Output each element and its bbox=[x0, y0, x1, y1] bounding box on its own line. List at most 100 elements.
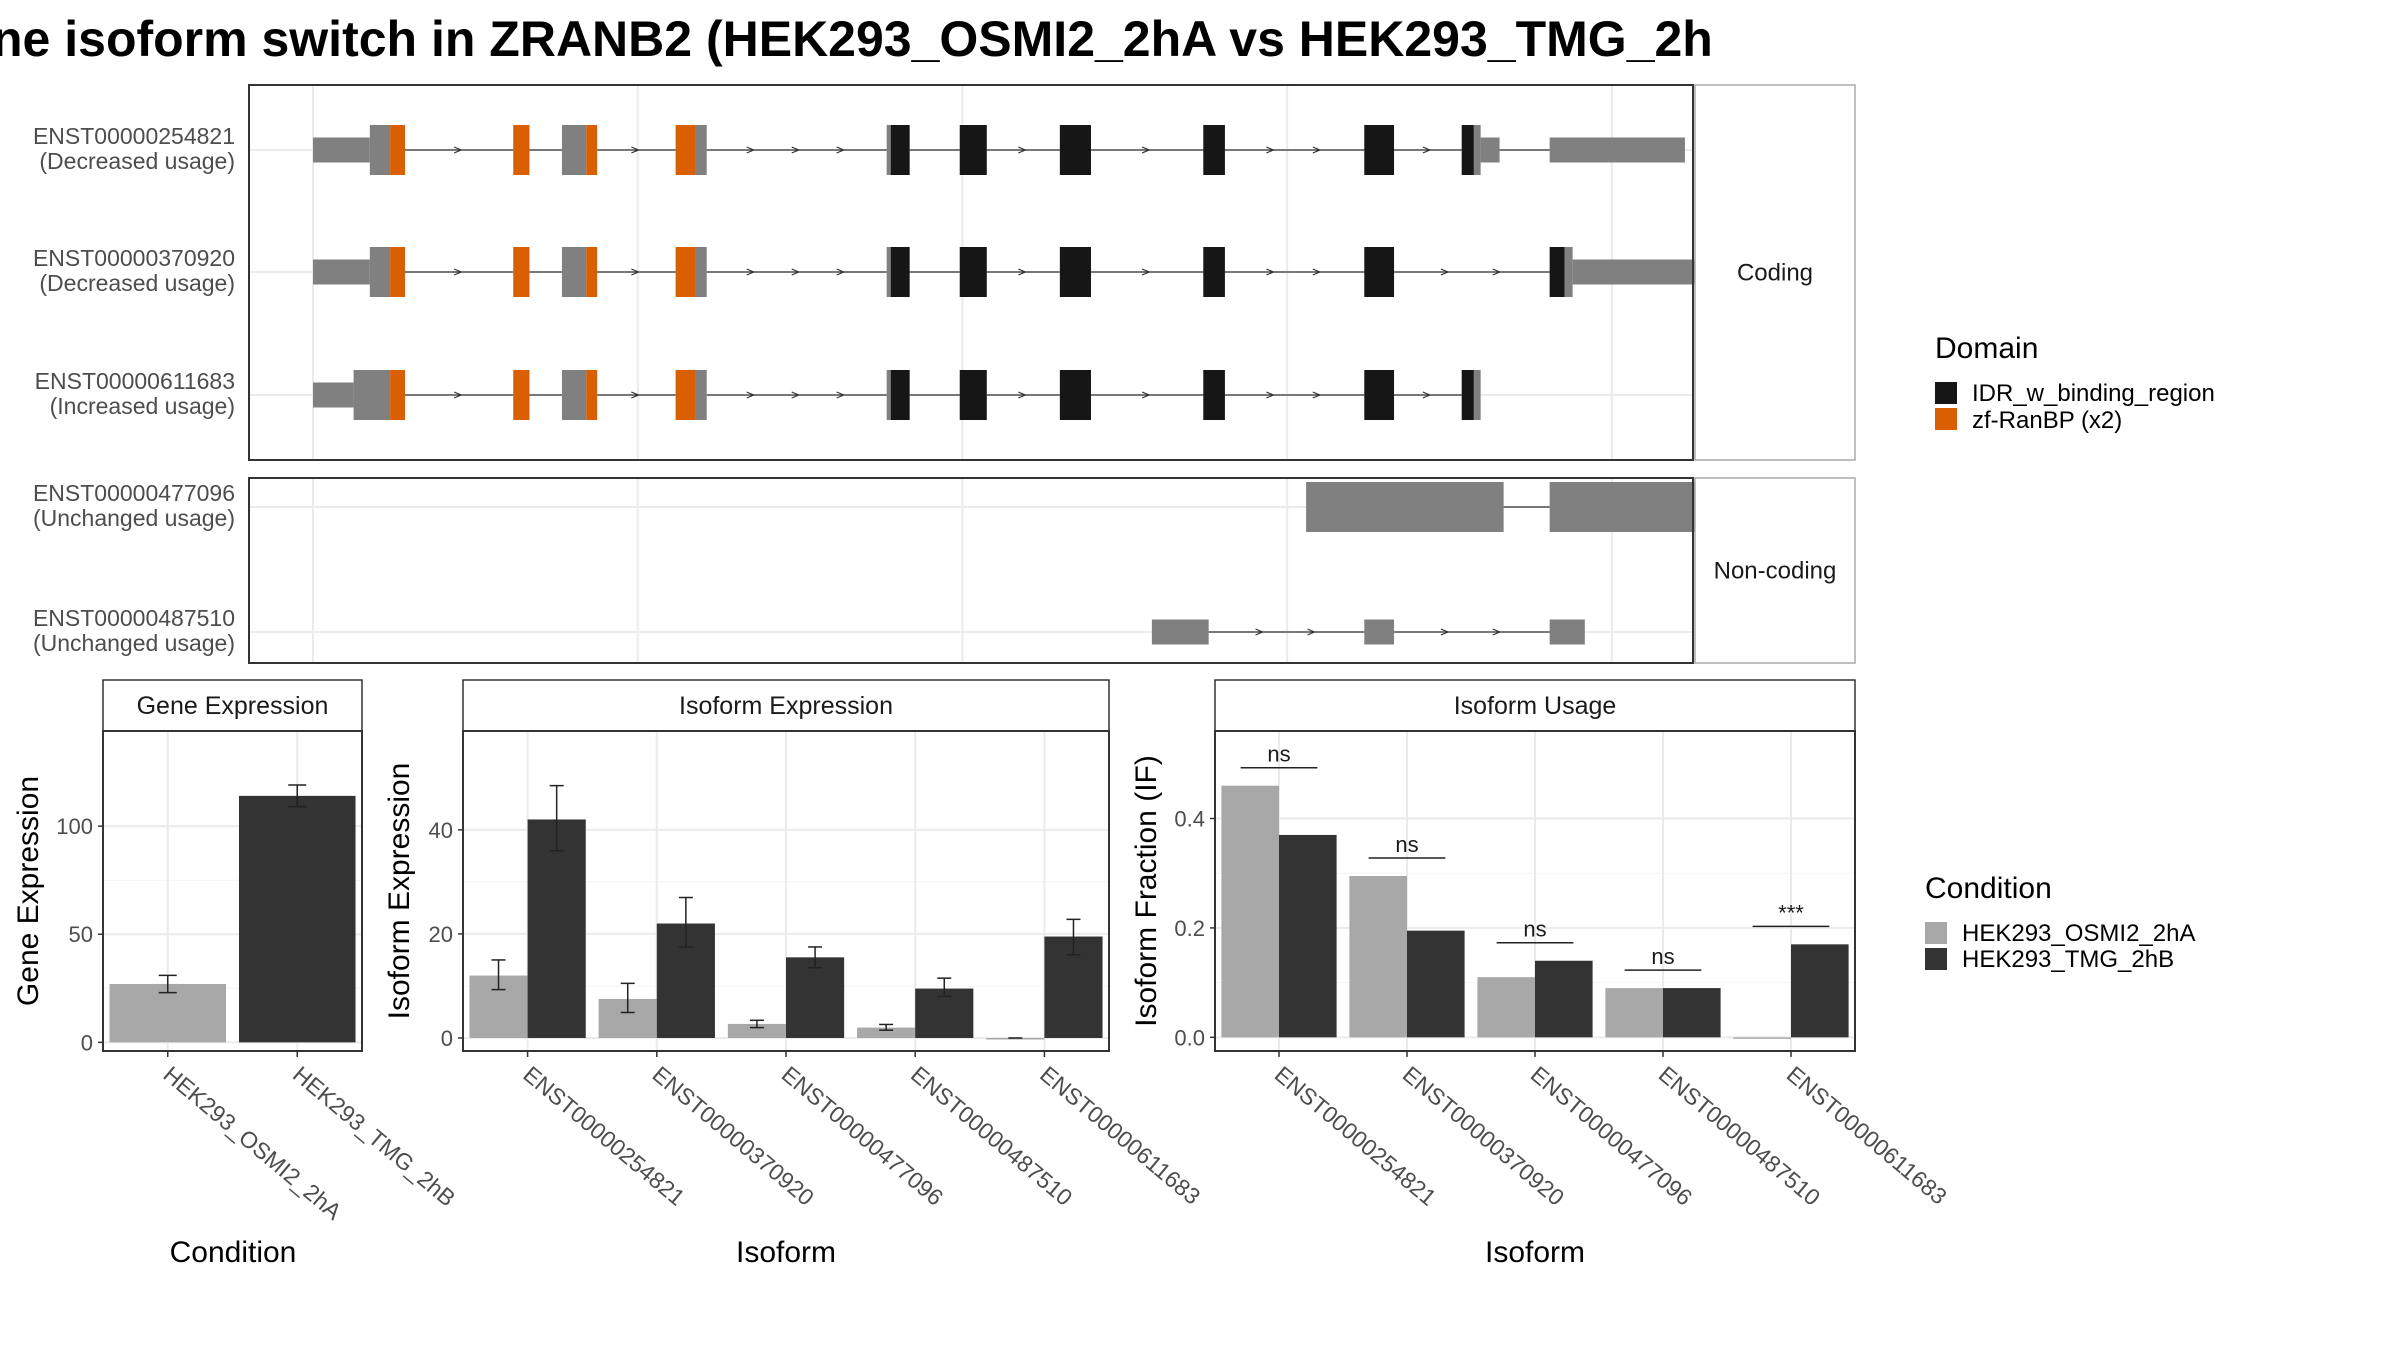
y-axis-title: Gene Expression bbox=[12, 776, 45, 1006]
exon-block bbox=[1549, 619, 1585, 645]
exon-block bbox=[1473, 125, 1481, 175]
significance-label: ns bbox=[1651, 944, 1674, 969]
exon-block bbox=[675, 125, 696, 175]
panel-strip-label: Isoform Usage bbox=[1454, 692, 1617, 720]
exon-block bbox=[886, 247, 891, 297]
y-tick-label: 50 bbox=[69, 922, 93, 947]
exon-block bbox=[1549, 137, 1685, 163]
bar bbox=[1407, 930, 1465, 1038]
y-axis-title: Isoform Fraction (IF) bbox=[1130, 755, 1163, 1027]
bar bbox=[1663, 988, 1721, 1038]
significance-label: ns bbox=[1395, 832, 1418, 857]
structure-facet-border bbox=[248, 477, 1694, 664]
facet-strip-label: Non-coding bbox=[1714, 558, 1837, 585]
intron-direction-arrow bbox=[836, 268, 846, 276]
panel-strip bbox=[102, 679, 363, 732]
panel-strip bbox=[1214, 679, 1856, 732]
intron-direction-arrow bbox=[1266, 391, 1275, 399]
intron-direction-arrow bbox=[1440, 628, 1450, 636]
bar bbox=[727, 1023, 786, 1038]
x-axis-title: Condition bbox=[170, 1236, 297, 1269]
exon-block bbox=[369, 125, 391, 175]
bar bbox=[238, 795, 356, 1043]
bar bbox=[1279, 834, 1337, 1038]
exon-block bbox=[1549, 247, 1565, 297]
expression-panels: Gene Expression050100HEK293_OSMI2_2hAHEK… bbox=[12, 679, 1952, 1269]
y-tick-label: 0.4 bbox=[1174, 807, 1205, 832]
significance-label: ns bbox=[1267, 742, 1290, 767]
exon-block bbox=[695, 370, 707, 420]
exon-block bbox=[513, 370, 530, 420]
exon-block bbox=[695, 247, 707, 297]
isoform-usage-label: (Unchanged usage) bbox=[33, 630, 235, 656]
exon-block bbox=[1364, 370, 1395, 420]
bar bbox=[786, 957, 845, 1038]
exon-block bbox=[353, 370, 391, 420]
intron-direction-arrow bbox=[1266, 146, 1275, 154]
exon-block bbox=[1549, 482, 1699, 532]
intron-direction-arrow bbox=[746, 391, 756, 399]
condition-legend-key-a bbox=[1925, 922, 1947, 944]
condition-legend-label-a: HEK293_OSMI2_2hA bbox=[1962, 920, 2195, 947]
exon-block bbox=[1059, 370, 1091, 420]
exon-block bbox=[890, 370, 910, 420]
exon-block bbox=[1364, 247, 1395, 297]
facet-strip bbox=[1694, 84, 1856, 461]
bar bbox=[1221, 785, 1279, 1038]
intron-direction-arrow bbox=[1312, 268, 1322, 276]
intron-direction-arrow bbox=[1018, 391, 1027, 399]
exon-block bbox=[675, 370, 696, 420]
exon-block bbox=[1572, 259, 1704, 285]
panel-strip bbox=[462, 679, 1110, 732]
y-tick-label: 100 bbox=[56, 814, 93, 839]
y-tick-label: 0.0 bbox=[1174, 1025, 1205, 1050]
facet-strip-label: Coding bbox=[1737, 260, 1813, 287]
bar bbox=[1733, 1037, 1791, 1039]
significance-label: ns bbox=[1523, 917, 1546, 942]
intron-direction-arrow bbox=[631, 268, 640, 276]
domain-legend: Domain IDR_w_binding_region zf-RanBP (x2… bbox=[1935, 332, 2215, 434]
condition-legend-key-b bbox=[1925, 948, 1947, 970]
bar bbox=[1349, 875, 1407, 1038]
condition-legend: Condition HEK293_OSMI2_2hA HEK293_TMG_2h… bbox=[1925, 872, 2195, 973]
intron-direction-arrow bbox=[453, 146, 463, 154]
facet-strip bbox=[1694, 477, 1856, 664]
isoform-usage-label: (Decreased usage) bbox=[39, 148, 235, 174]
condition-legend-title: Condition bbox=[1925, 872, 2052, 905]
bar bbox=[1477, 977, 1535, 1038]
x-axis-title: Isoform bbox=[736, 1236, 836, 1269]
x-axis-title: Isoform bbox=[1485, 1236, 1585, 1269]
intron-direction-arrow bbox=[791, 268, 801, 276]
domain-legend-label-zf: zf-RanBP (x2) bbox=[1972, 407, 2122, 434]
isoform-usage-label: (Decreased usage) bbox=[39, 270, 235, 296]
exon-block bbox=[695, 125, 707, 175]
y-tick-label: 20 bbox=[429, 922, 453, 947]
y-axis-title: Isoform Expression bbox=[383, 763, 416, 1020]
intron-direction-arrow bbox=[1018, 146, 1027, 154]
isoform-row-label: ENST00000370920 bbox=[33, 245, 235, 271]
bar bbox=[1791, 944, 1849, 1038]
intron-direction-arrow bbox=[1312, 391, 1322, 399]
isoform-row-label: ENST00000254821 bbox=[33, 123, 235, 149]
condition-legend-label-b: HEK293_TMG_2hB bbox=[1962, 946, 2174, 973]
exon-block bbox=[1473, 370, 1481, 420]
bar bbox=[1535, 960, 1593, 1038]
intron-direction-arrow bbox=[791, 391, 801, 399]
intron-direction-arrow bbox=[1422, 391, 1432, 399]
intron-direction-arrow bbox=[791, 146, 801, 154]
significance-label: *** bbox=[1778, 900, 1804, 925]
isoform-row-label: ENST00000611683 bbox=[35, 368, 235, 394]
exon-block bbox=[586, 247, 598, 297]
isoform-row-label: ENST00000487510 bbox=[33, 605, 235, 631]
exon-block bbox=[1306, 482, 1504, 532]
exon-block bbox=[513, 125, 530, 175]
panel-border bbox=[102, 730, 363, 1052]
exon-block bbox=[561, 125, 587, 175]
intron-direction-arrow bbox=[1141, 146, 1151, 154]
exon-block bbox=[1059, 247, 1091, 297]
intron-direction-arrow bbox=[1492, 628, 1502, 636]
intron-direction-arrow bbox=[836, 391, 846, 399]
y-tick-label: 0 bbox=[81, 1030, 93, 1055]
intron-direction-arrow bbox=[1312, 146, 1322, 154]
bar bbox=[1605, 988, 1663, 1038]
